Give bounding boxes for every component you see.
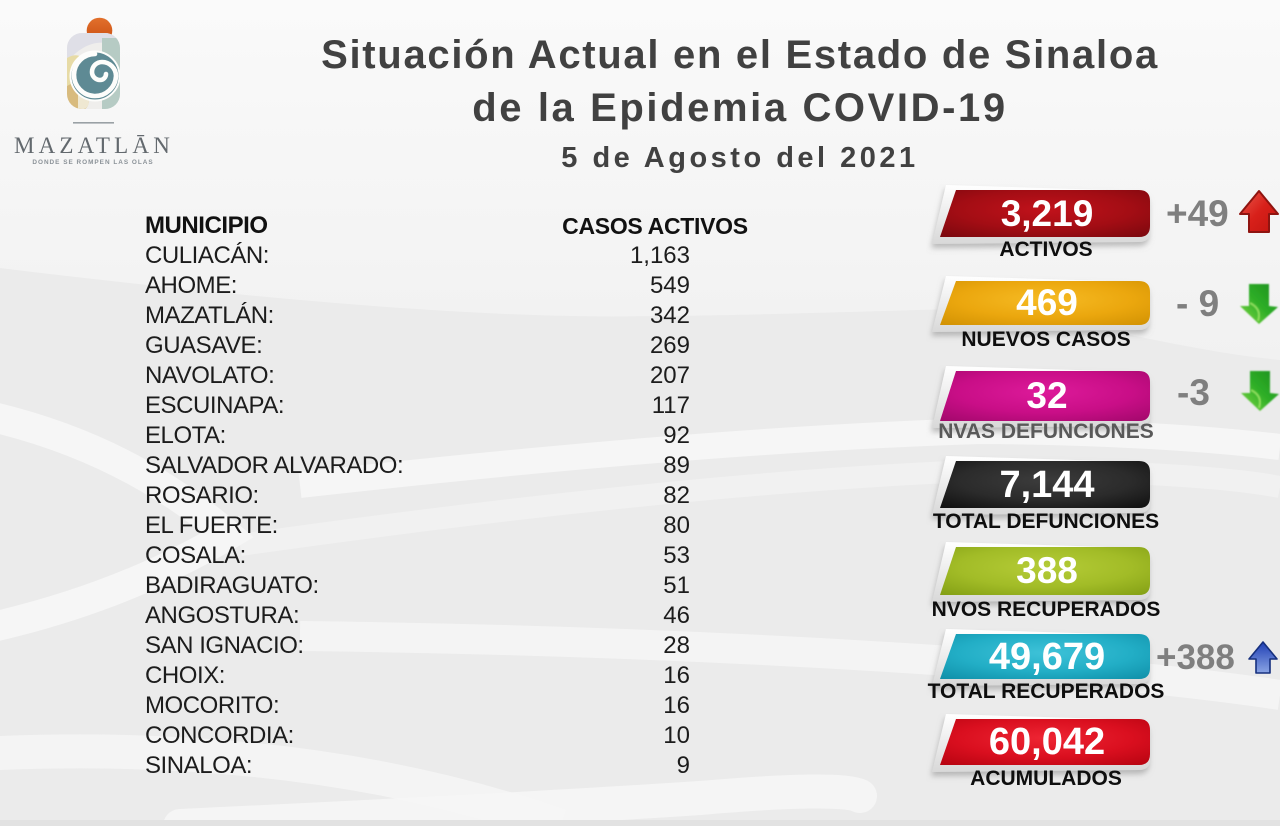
svg-text:DONDE SE ROMPEN LAS OLAS: DONDE SE ROMPEN LAS OLAS	[32, 159, 153, 166]
svg-text:MAZATLĀN: MAZATLĀN	[14, 133, 174, 158]
